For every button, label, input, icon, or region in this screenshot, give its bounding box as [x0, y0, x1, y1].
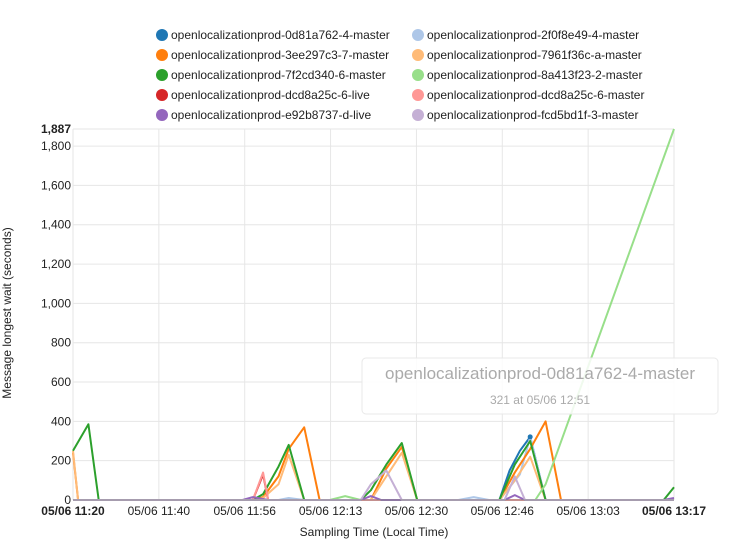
legend-item[interactable]: openlocalizationprod-e92b8737-d-live: [156, 108, 371, 122]
series-line[interactable]: [73, 436, 674, 501]
legend[interactable]: openlocalizationprod-0d81a762-4-master op…: [156, 28, 644, 122]
x-tick-label: 05/06 11:56: [213, 504, 276, 518]
legend-marker: [412, 29, 424, 41]
x-tick-label: 05/06 12:13: [299, 504, 363, 518]
legend-item[interactable]: openlocalizationprod-7961f36c-a-master: [412, 48, 642, 62]
y-tick-label: 1,887: [41, 122, 71, 136]
y-tick-label: 1,200: [41, 257, 71, 271]
y-tick-label: 400: [51, 414, 71, 428]
tooltip-box: [361, 357, 719, 415]
y-tick-label: 1,000: [41, 296, 71, 310]
legend-item[interactable]: openlocalizationprod-7f2cd340-6-master: [156, 68, 386, 82]
x-tick-label: 05/06 11:20: [41, 504, 105, 518]
legend-marker: [156, 69, 168, 81]
x-tick-label: 05/06 12:30: [385, 504, 449, 518]
legend-label: openlocalizationprod-e92b8737-d-live: [171, 108, 371, 122]
y-tick-label: 1,600: [41, 178, 71, 192]
y-axis: 0 200 400 600 800 1,000 1,200 1,400 1,600 1,800 1,…: [41, 122, 71, 507]
legend-item[interactable]: openlocalizationprod-2f0f8e49-4-master: [412, 28, 639, 42]
y-tick-label: 800: [51, 336, 71, 350]
legend-marker: [412, 109, 424, 121]
x-tick-label: 05/06 13:17: [642, 504, 706, 518]
x-tick-label: 05/06 12:46: [471, 504, 535, 518]
tooltip-title: openlocalizationprod-0d81a762-4-master: [385, 364, 695, 383]
x-axis: 05/06 11:20 05/06 11:40 05/06 11:56 05/06 1…: [41, 499, 706, 518]
legend-label: openlocalizationprod-3ee297c3-7-master: [171, 48, 389, 62]
legend-item[interactable]: openlocalizationprod-0d81a762-4-master: [156, 28, 390, 42]
legend-marker: [156, 49, 168, 61]
legend-label: openlocalizationprod-dcd8a25c-6-live: [171, 88, 370, 102]
y-tick-label: 600: [51, 375, 71, 389]
series-line[interactable]: [72, 423, 675, 501]
x-tick-label: 05/06 13:03: [556, 504, 620, 518]
x-tick-label: 05/06 11:40: [128, 504, 191, 518]
legend-label: openlocalizationprod-0d81a762-4-master: [171, 28, 390, 42]
legend-marker: [156, 109, 168, 121]
legend-marker: [412, 49, 424, 61]
legend-marker: [412, 69, 424, 81]
legend-label: openlocalizationprod-7961f36c-a-master: [427, 48, 642, 62]
y-axis-title: Message longest wait (seconds): [0, 227, 14, 398]
tooltip-point: [527, 434, 533, 440]
legend-item[interactable]: openlocalizationprod-8a413f23-2-master: [412, 68, 642, 82]
grid: [72, 128, 675, 501]
y-tick-label: 1,800: [41, 139, 71, 153]
tooltip: openlocalizationprod-0d81a762-4-master 32…: [361, 357, 719, 440]
series-line[interactable]: [73, 435, 674, 501]
legend-marker: [156, 89, 168, 101]
legend-item[interactable]: openlocalizationprod-dcd8a25c-6-master: [412, 88, 644, 102]
legend-label: openlocalizationprod-2f0f8e49-4-master: [427, 28, 639, 42]
legend-label: openlocalizationprod-dcd8a25c-6-master: [427, 88, 644, 102]
tooltip-value: 321 at 05/06 12:51: [490, 393, 590, 407]
series-line[interactable]: [73, 128, 675, 501]
y-tick-label: 1,400: [41, 218, 71, 232]
legend-item[interactable]: openlocalizationprod-3ee297c3-7-master: [156, 48, 389, 62]
x-axis-title: Sampling Time (Local Time): [300, 525, 449, 539]
legend-item[interactable]: openlocalizationprod-fcd5bd1f-3-master: [412, 108, 638, 122]
y-tick-label: 200: [51, 454, 71, 468]
legend-label: openlocalizationprod-7f2cd340-6-master: [171, 68, 386, 82]
legend-marker: [156, 29, 168, 41]
legend-label: openlocalizationprod-8a413f23-2-master: [427, 68, 642, 82]
legend-label: openlocalizationprod-fcd5bd1f-3-master: [427, 108, 638, 122]
y-tick-label: 0: [64, 493, 71, 507]
legend-item[interactable]: openlocalizationprod-dcd8a25c-6-live: [156, 88, 370, 102]
series-layer[interactable]: [72, 128, 675, 501]
legend-marker: [412, 89, 424, 101]
